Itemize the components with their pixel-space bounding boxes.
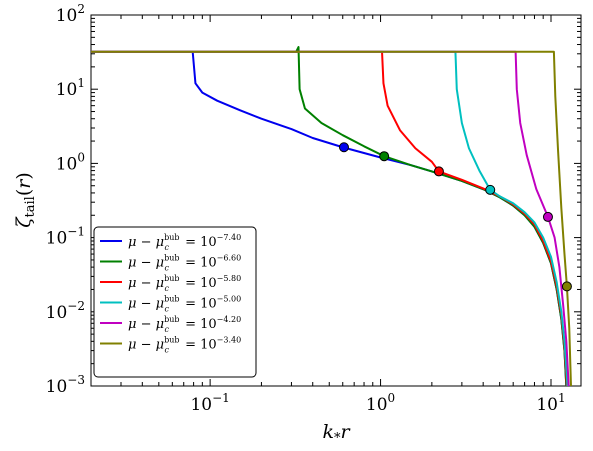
y-tick-label: 10−3 bbox=[46, 373, 85, 397]
series-marker-6 bbox=[561, 281, 572, 292]
series-marker-3 bbox=[433, 166, 444, 177]
series-line-4 bbox=[91, 50, 569, 386]
legend-entry: μ − μbub c = 10−4.20 bbox=[128, 315, 241, 334]
legend-entry: μ − μbub c = 10−5.80 bbox=[128, 274, 241, 293]
axis-ticks bbox=[90, 14, 581, 387]
legend: μ − μbub c = 10−7.40μ − μbub c = 10−6.60μ … bbox=[93, 226, 257, 378]
y-tick-label: 101 bbox=[56, 76, 85, 100]
y-tick-label: 100 bbox=[56, 150, 85, 174]
legend-entry: μ − μbub c = 10−6.60 bbox=[128, 254, 241, 273]
y-tick-label: 102 bbox=[56, 2, 85, 26]
legend-entry: μ − μbub c = 10−5.00 bbox=[128, 295, 241, 314]
series-line-6 bbox=[91, 50, 572, 386]
legend-entry: μ − μbub c = 10−3.40 bbox=[128, 336, 241, 355]
series-markers bbox=[338, 142, 572, 292]
series-marker-2 bbox=[379, 151, 390, 162]
legend-box bbox=[93, 226, 257, 378]
legend-entry: μ − μbub c = 10−7.40 bbox=[128, 233, 241, 252]
plot-frame bbox=[90, 14, 582, 387]
y-tick-label: 10−2 bbox=[46, 299, 85, 323]
series-marker-4 bbox=[485, 184, 496, 195]
x-tick-label: 101 bbox=[536, 391, 565, 415]
y-axis-label: ζtail(r) bbox=[13, 172, 38, 228]
tick-labels: 10−1 100 101 10−3 10−2 10−1 100 101 102 bbox=[46, 2, 566, 415]
x-tick-label: 100 bbox=[366, 391, 395, 415]
series-line-5 bbox=[91, 50, 570, 386]
series-marker-1 bbox=[338, 142, 349, 153]
series-marker-5 bbox=[542, 211, 553, 222]
y-tick-label: 10−1 bbox=[46, 225, 85, 249]
x-tick-label: 10−1 bbox=[190, 391, 229, 415]
x-axis-label: k*r bbox=[322, 421, 351, 446]
